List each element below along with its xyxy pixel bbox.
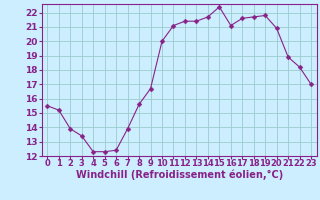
X-axis label: Windchill (Refroidissement éolien,°C): Windchill (Refroidissement éolien,°C) [76,169,283,180]
